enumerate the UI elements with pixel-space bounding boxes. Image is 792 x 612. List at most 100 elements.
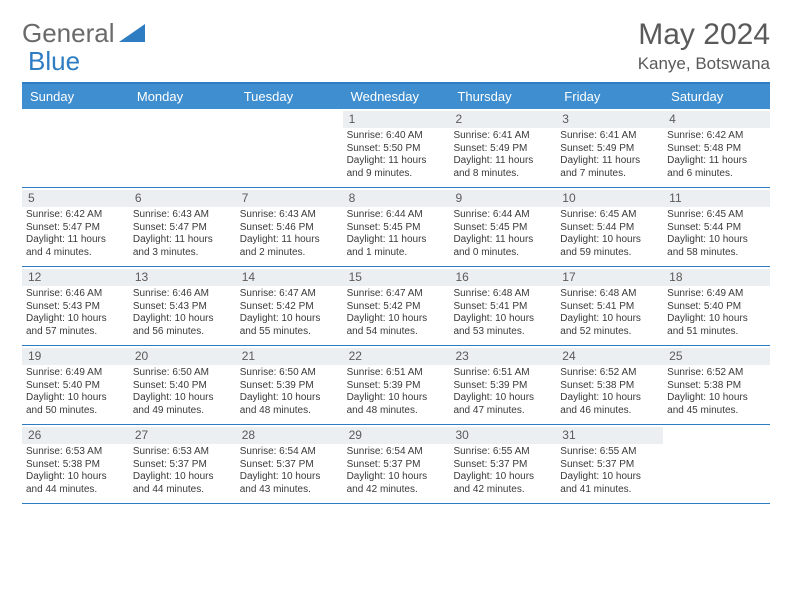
sunrise-text: Sunrise: 6:40 AM	[347, 130, 446, 143]
sunset-text: Sunset: 5:42 PM	[347, 301, 446, 314]
day-number: 20	[129, 348, 236, 365]
daylight-text: Daylight: 10 hours and 42 minutes.	[347, 471, 446, 496]
daylight-text: Daylight: 10 hours and 58 minutes.	[667, 234, 766, 259]
sunrise-text: Sunrise: 6:45 AM	[667, 209, 766, 222]
day-cell: 25Sunrise: 6:52 AMSunset: 5:38 PMDayligh…	[663, 346, 770, 424]
sunrise-text: Sunrise: 6:43 AM	[240, 209, 339, 222]
day-cell: 19Sunrise: 6:49 AMSunset: 5:40 PMDayligh…	[22, 346, 129, 424]
sunrise-text: Sunrise: 6:46 AM	[26, 288, 125, 301]
day-cell: 13Sunrise: 6:46 AMSunset: 5:43 PMDayligh…	[129, 267, 236, 345]
day-number: 28	[236, 427, 343, 444]
daylight-text: Daylight: 11 hours and 1 minute.	[347, 234, 446, 259]
day-number: 15	[343, 269, 450, 286]
day-cell: 23Sunrise: 6:51 AMSunset: 5:39 PMDayligh…	[449, 346, 556, 424]
day-cell: .	[22, 109, 129, 187]
calendar-page: General May 2024 Kanye, Botswana Blue Su…	[0, 0, 792, 522]
sunrise-text: Sunrise: 6:51 AM	[453, 367, 552, 380]
sunset-text: Sunset: 5:37 PM	[560, 459, 659, 472]
sunrise-text: Sunrise: 6:48 AM	[453, 288, 552, 301]
day-cell: 17Sunrise: 6:48 AMSunset: 5:41 PMDayligh…	[556, 267, 663, 345]
day-cell: .	[236, 109, 343, 187]
day-cell: 12Sunrise: 6:46 AMSunset: 5:43 PMDayligh…	[22, 267, 129, 345]
daylight-text: Daylight: 11 hours and 0 minutes.	[453, 234, 552, 259]
sunrise-text: Sunrise: 6:41 AM	[560, 130, 659, 143]
daylight-text: Daylight: 10 hours and 48 minutes.	[347, 392, 446, 417]
sunset-text: Sunset: 5:41 PM	[453, 301, 552, 314]
sunset-text: Sunset: 5:40 PM	[667, 301, 766, 314]
sunset-text: Sunset: 5:44 PM	[560, 222, 659, 235]
daylight-text: Daylight: 10 hours and 44 minutes.	[26, 471, 125, 496]
sunset-text: Sunset: 5:46 PM	[240, 222, 339, 235]
day-cell: 30Sunrise: 6:55 AMSunset: 5:37 PMDayligh…	[449, 425, 556, 503]
sunset-text: Sunset: 5:48 PM	[667, 143, 766, 156]
day-cell: 8 Sunrise: 6:44 AMSunset: 5:45 PMDaylight…	[343, 188, 450, 266]
sunrise-text: Sunrise: 6:54 AM	[240, 446, 339, 459]
sunrise-text: Sunrise: 6:49 AM	[26, 367, 125, 380]
day-number: 27	[129, 427, 236, 444]
sunrise-text: Sunrise: 6:47 AM	[347, 288, 446, 301]
day-number: 4	[663, 111, 770, 128]
sunrise-text: Sunrise: 6:42 AM	[667, 130, 766, 143]
sunset-text: Sunset: 5:37 PM	[240, 459, 339, 472]
day-cell: 3Sunrise: 6:41 AMSunset: 5:49 PMDaylight…	[556, 109, 663, 187]
daylight-text: Daylight: 10 hours and 41 minutes.	[560, 471, 659, 496]
daylight-text: Daylight: 10 hours and 43 minutes.	[240, 471, 339, 496]
page-header: General May 2024 Kanye, Botswana	[22, 18, 770, 74]
day-number: 9	[449, 190, 556, 207]
daylight-text: Daylight: 10 hours and 53 minutes.	[453, 313, 552, 338]
sunset-text: Sunset: 5:43 PM	[26, 301, 125, 314]
sunrise-text: Sunrise: 6:42 AM	[26, 209, 125, 222]
day-number: 10	[556, 190, 663, 207]
day-number: 23	[449, 348, 556, 365]
day-cell: 6Sunrise: 6:43 AMSunset: 5:47 PMDaylight…	[129, 188, 236, 266]
daylight-text: Daylight: 11 hours and 6 minutes.	[667, 155, 766, 180]
daylight-text: Daylight: 11 hours and 4 minutes.	[26, 234, 125, 259]
sunset-text: Sunset: 5:42 PM	[240, 301, 339, 314]
daylight-text: Daylight: 10 hours and 51 minutes.	[667, 313, 766, 338]
daylight-text: Daylight: 10 hours and 57 minutes.	[26, 313, 125, 338]
sunset-text: Sunset: 5:37 PM	[453, 459, 552, 472]
day-cell: 21Sunrise: 6:50 AMSunset: 5:39 PMDayligh…	[236, 346, 343, 424]
daylight-text: Daylight: 10 hours and 59 minutes.	[560, 234, 659, 259]
sunset-text: Sunset: 5:49 PM	[560, 143, 659, 156]
sunset-text: Sunset: 5:38 PM	[667, 380, 766, 393]
sunrise-text: Sunrise: 6:46 AM	[133, 288, 232, 301]
sunset-text: Sunset: 5:45 PM	[453, 222, 552, 235]
daylight-text: Daylight: 10 hours and 44 minutes.	[133, 471, 232, 496]
dayname-sat: Saturday	[663, 84, 770, 109]
day-number: 22	[343, 348, 450, 365]
sunrise-text: Sunrise: 6:44 AM	[347, 209, 446, 222]
sunset-text: Sunset: 5:45 PM	[347, 222, 446, 235]
dayname-fri: Friday	[556, 84, 663, 109]
daylight-text: Daylight: 10 hours and 50 minutes.	[26, 392, 125, 417]
day-cell: .	[129, 109, 236, 187]
day-cell: 24Sunrise: 6:52 AMSunset: 5:38 PMDayligh…	[556, 346, 663, 424]
day-number: 6	[129, 190, 236, 207]
daylight-text: Daylight: 11 hours and 9 minutes.	[347, 155, 446, 180]
sunrise-text: Sunrise: 6:44 AM	[453, 209, 552, 222]
dayname-thu: Thursday	[449, 84, 556, 109]
day-cell: 4 Sunrise: 6:42 AMSunset: 5:48 PMDaylight…	[663, 109, 770, 187]
sunset-text: Sunset: 5:39 PM	[240, 380, 339, 393]
day-number: 14	[236, 269, 343, 286]
dayname-mon: Monday	[129, 84, 236, 109]
daylight-text: Daylight: 11 hours and 7 minutes.	[560, 155, 659, 180]
day-number: 7	[236, 190, 343, 207]
week-row: ...1Sunrise: 6:40 AMSunset: 5:50 PMDayli…	[22, 109, 770, 188]
daylight-text: Daylight: 11 hours and 3 minutes.	[133, 234, 232, 259]
week-row: 26Sunrise: 6:53 AMSunset: 5:38 PMDayligh…	[22, 425, 770, 504]
sunrise-text: Sunrise: 6:50 AM	[240, 367, 339, 380]
daylight-text: Daylight: 11 hours and 8 minutes.	[453, 155, 552, 180]
title-month: May 2024	[638, 18, 770, 52]
dayname-tue: Tuesday	[236, 84, 343, 109]
sunset-text: Sunset: 5:40 PM	[26, 380, 125, 393]
day-number: 18	[663, 269, 770, 286]
logo-triangle-icon	[119, 18, 145, 49]
day-number: 11	[663, 190, 770, 207]
sunrise-text: Sunrise: 6:50 AM	[133, 367, 232, 380]
sunset-text: Sunset: 5:39 PM	[453, 380, 552, 393]
daylight-text: Daylight: 10 hours and 52 minutes.	[560, 313, 659, 338]
day-number: 8	[343, 190, 450, 207]
sunrise-text: Sunrise: 6:48 AM	[560, 288, 659, 301]
day-cell: 10Sunrise: 6:45 AMSunset: 5:44 PMDayligh…	[556, 188, 663, 266]
